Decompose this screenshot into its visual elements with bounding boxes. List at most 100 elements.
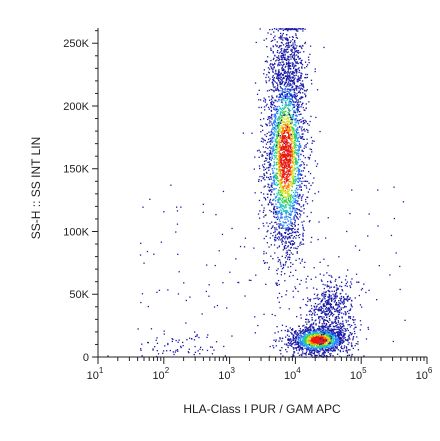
- data-point: [287, 172, 289, 175]
- data-point: [284, 177, 286, 179]
- data-point: [264, 261, 266, 264]
- data-point: [290, 214, 292, 216]
- data-point: [286, 201, 288, 203]
- data-point: [292, 237, 294, 239]
- data-point: [297, 52, 300, 54]
- data-point: [287, 28, 289, 30]
- data-point: [272, 203, 274, 205]
- data-point: [310, 351, 312, 354]
- data-point: [290, 118, 292, 120]
- data-point: [294, 151, 296, 154]
- data-point: [327, 296, 329, 298]
- data-point: [300, 87, 302, 89]
- data-point: [292, 116, 294, 118]
- data-point: [290, 101, 292, 103]
- data-point: [333, 349, 335, 351]
- data-point: [303, 334, 305, 336]
- data-point: [254, 82, 257, 84]
- data-point: [276, 199, 278, 201]
- data-point: [318, 317, 320, 320]
- data-point: [326, 341, 328, 343]
- data-point: [324, 343, 326, 345]
- data-point: [270, 33, 272, 35]
- data-point: [278, 180, 281, 182]
- data-point: [361, 287, 364, 290]
- data-point: [274, 154, 276, 157]
- data-point: [297, 62, 299, 65]
- data-point: [304, 96, 307, 98]
- data-point: [286, 155, 288, 157]
- data-point: [330, 336, 332, 338]
- data-point: [275, 88, 277, 90]
- data-point: [303, 341, 305, 343]
- data-point: [287, 76, 289, 78]
- data-point: [325, 336, 327, 338]
- data-point: [270, 49, 273, 51]
- data-point: [289, 208, 291, 210]
- data-point: [278, 169, 280, 172]
- data-point: [298, 103, 300, 106]
- data-point: [286, 145, 288, 147]
- data-point: [299, 144, 302, 147]
- data-point: [278, 245, 281, 247]
- data-point: [315, 306, 318, 308]
- data-point: [276, 177, 278, 179]
- data-point: [310, 345, 312, 347]
- data-point: [283, 117, 285, 119]
- data-point: [296, 346, 299, 349]
- data-point: [289, 344, 291, 346]
- data-point: [303, 324, 305, 327]
- data-point: [296, 109, 298, 111]
- data-point: [284, 190, 286, 192]
- data-point: [277, 118, 279, 120]
- data-point: [299, 62, 301, 64]
- data-point: [287, 132, 289, 134]
- data-point: [314, 349, 316, 351]
- data-point: [302, 344, 304, 347]
- data-point: [284, 165, 286, 168]
- data-point: [279, 45, 281, 47]
- data-point: [286, 37, 288, 39]
- data-point: [274, 35, 276, 37]
- data-point: [267, 76, 270, 78]
- data-point: [293, 169, 295, 171]
- data-point: [263, 225, 265, 227]
- data-point: [270, 255, 272, 257]
- data-point: [292, 71, 295, 73]
- data-point: [278, 227, 281, 229]
- data-point: [270, 232, 272, 235]
- data-point: [294, 58, 296, 61]
- data-point: [288, 75, 290, 78]
- data-point: [267, 116, 269, 118]
- data-point: [321, 325, 323, 327]
- data-point: [280, 213, 282, 215]
- data-point: [276, 229, 278, 231]
- data-point: [287, 55, 289, 57]
- data-point: [270, 227, 273, 230]
- data-point: [313, 177, 315, 179]
- data-point: [302, 336, 304, 338]
- data-point: [306, 341, 308, 343]
- data-point: [305, 338, 307, 340]
- data-point: [284, 211, 287, 213]
- data-point: [267, 138, 270, 140]
- data-point: [326, 336, 328, 338]
- data-point: [283, 99, 286, 101]
- data-point: [332, 338, 334, 340]
- data-point: [286, 128, 288, 130]
- data-point: [302, 234, 304, 236]
- data-point: [265, 199, 267, 201]
- data-point: [278, 231, 280, 233]
- data-point: [284, 83, 286, 85]
- data-point: [333, 286, 336, 288]
- data-point: [273, 179, 275, 181]
- data-point: [332, 350, 334, 352]
- data-point: [283, 37, 285, 39]
- data-point: [295, 70, 297, 73]
- data-point: [348, 337, 350, 339]
- data-point: [271, 82, 273, 84]
- data-point: [277, 297, 279, 299]
- data-point: [346, 352, 348, 354]
- data-point: [288, 135, 290, 137]
- data-point: [317, 335, 319, 337]
